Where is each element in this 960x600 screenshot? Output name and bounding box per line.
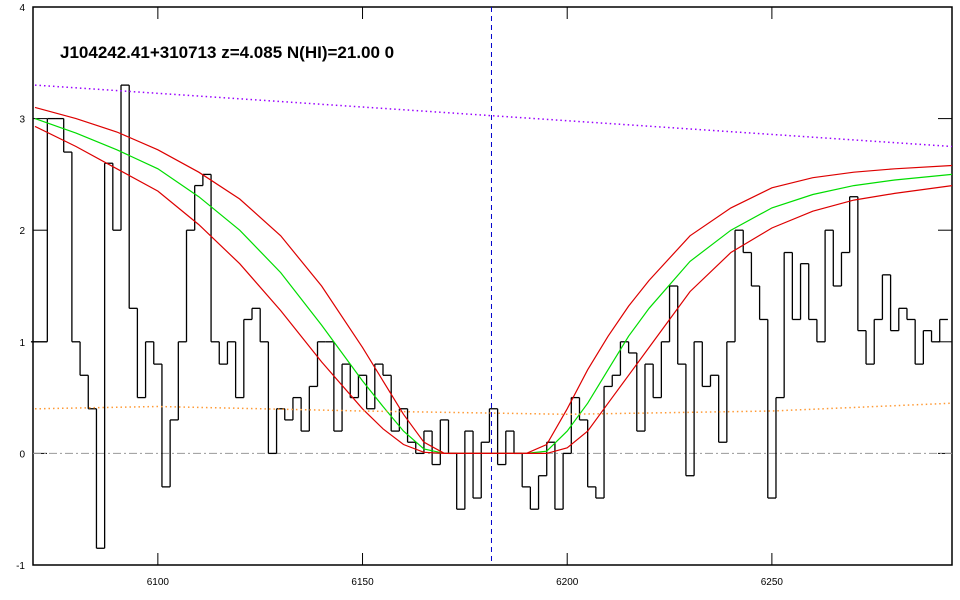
- x-tick-label: 6150: [351, 577, 374, 588]
- y-tick-label: 4: [19, 3, 25, 14]
- flux-steps: [30, 84, 948, 549]
- y-tick-label: 1: [19, 338, 25, 349]
- chart-title: J104242.41+310713 z=4.085 N(HI)=21.00 0: [60, 43, 394, 62]
- x-tick-label: 6200: [556, 577, 579, 588]
- x-tick-label: 6250: [761, 577, 784, 588]
- model-line: [34, 84, 953, 148]
- x-tick-label: 6100: [147, 577, 170, 588]
- y-tick-label: 3: [19, 115, 25, 126]
- model-line: [34, 106, 953, 454]
- y-tick-label: 0: [19, 449, 25, 460]
- y-tick-label: 2: [19, 226, 25, 237]
- model-line: [34, 118, 953, 454]
- plot-frame: [32, 6, 953, 566]
- model-line: [34, 125, 953, 454]
- y-tick-label: -1: [16, 561, 25, 572]
